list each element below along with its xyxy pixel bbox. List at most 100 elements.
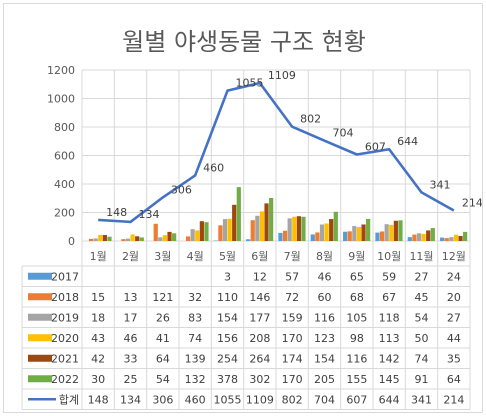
table-cell: 27 — [447, 311, 461, 324]
table-cell: 13 — [124, 291, 138, 304]
bar-2019-9월 — [352, 226, 357, 241]
bar-2021-2월 — [135, 236, 140, 241]
bar-2019-5월 — [222, 219, 228, 241]
table-cell: 3 — [224, 270, 231, 283]
table-cell: 607 — [346, 393, 367, 406]
table-cell: 60 — [318, 291, 332, 304]
x-tick-label: 12월 — [442, 250, 466, 263]
table-cell: 98 — [350, 332, 364, 345]
total-data-label: 148 — [106, 206, 127, 219]
x-tick-label: 10월 — [377, 250, 401, 263]
y-tick-label: 400 — [54, 178, 75, 191]
x-axis: 1월 2월 3월 4월 5월 6월 7월 8월 9월 10월 11월 12월 — [90, 250, 466, 263]
table-cell: 65 — [350, 270, 364, 283]
bar-2018-3월 — [153, 223, 158, 241]
legend-key-2019 — [28, 313, 52, 321]
table-cell: 154 — [217, 311, 238, 324]
chart-title: 월별 야생동물 구조 현황 — [122, 28, 366, 56]
legend-entry: 2020 — [51, 332, 79, 345]
legend-key-2021 — [28, 354, 52, 362]
bar-2018-4월 — [185, 236, 191, 241]
bar-2018-1월 — [88, 238, 94, 241]
legend-entry: 합계 — [59, 393, 79, 406]
table-cell: 145 — [379, 373, 400, 386]
table-cell: 460 — [185, 393, 206, 406]
table-cell: 15 — [91, 291, 105, 304]
bar-2020-4월 — [195, 230, 200, 241]
x-tick-label: 2월 — [122, 250, 139, 263]
bar-2019-6월 — [255, 215, 260, 241]
table-cell: 802 — [282, 393, 303, 406]
gridlines — [81, 69, 471, 410]
y-tick-label: 200 — [54, 207, 75, 220]
total-data-label: 341 — [430, 178, 451, 191]
bar-2022-12월 — [463, 231, 468, 241]
table-cell: 139 — [185, 352, 206, 365]
table-cell: 41 — [156, 332, 170, 345]
table-cell: 142 — [379, 352, 400, 365]
table-cell: 18 — [91, 311, 105, 324]
table-cell: 302 — [249, 373, 270, 386]
table-cell: 113 — [379, 332, 400, 345]
bar-2019-1월 — [93, 238, 98, 241]
table-cell: 74 — [415, 352, 429, 365]
bar-2019-7월 — [287, 218, 292, 241]
bar-2017-7월 — [278, 232, 283, 241]
table-cell: 174 — [282, 352, 303, 365]
table-cell: 116 — [346, 352, 367, 365]
bar-2020-10월 — [389, 224, 394, 241]
table-cell: 42 — [91, 352, 105, 365]
bar-2022-1월 — [107, 236, 112, 241]
table-cell: 35 — [447, 352, 461, 365]
x-tick-label: 7월 — [284, 250, 301, 263]
table-cell: 27 — [415, 270, 429, 283]
bar-2019-4월 — [190, 229, 195, 241]
table-cell: 68 — [350, 291, 364, 304]
bar-2020-5월 — [227, 218, 232, 241]
table-cell: 704 — [314, 393, 335, 406]
total-data-label: 704 — [333, 127, 354, 140]
table-cell: 44 — [447, 332, 461, 345]
bar-2019-3월 — [158, 237, 163, 241]
table-cell: 208 — [249, 332, 270, 345]
table-cell: 110 — [217, 291, 238, 304]
table-cell: 159 — [282, 311, 303, 324]
bar-2018-6월 — [250, 220, 255, 241]
legend-entry: 2022 — [51, 373, 79, 386]
bar-2019-10월 — [384, 224, 389, 241]
table-cell: 26 — [156, 311, 170, 324]
legend-key-2020 — [28, 334, 52, 342]
table-cell: 32 — [188, 291, 202, 304]
table-cell: 306 — [152, 393, 173, 406]
bar-2019-12월 — [449, 237, 454, 241]
bar-2021-12월 — [458, 236, 463, 241]
table-cell: 74 — [188, 332, 202, 345]
total-data-label: 607 — [365, 141, 386, 154]
chart-frame: 월별 야생동물 구조 현황 0 200 400 600 800 1000 1200 148 1… — [3, 3, 483, 413]
y-tick-label: 800 — [54, 121, 75, 134]
x-tick-label: 5월 — [219, 250, 236, 263]
table-cell: 17 — [124, 311, 138, 324]
legend-entry: 2021 — [51, 352, 79, 365]
total-data-label: 1109 — [268, 69, 296, 82]
legend-key-2022 — [28, 375, 52, 383]
bar-2021-6월 — [264, 203, 269, 241]
table-cell: 118 — [379, 311, 400, 324]
bar-2022-6월 — [269, 197, 274, 241]
bar-2019-8월 — [319, 224, 325, 241]
table-cell: 24 — [447, 270, 461, 283]
y-axis: 0 200 400 600 800 1000 1200 — [47, 64, 75, 248]
table-cell: 54 — [415, 311, 429, 324]
legend-entry: 2018 — [51, 291, 79, 304]
table-cell: 156 — [217, 332, 238, 345]
table-cell: 46 — [318, 270, 332, 283]
bar-2017-6월 — [246, 239, 251, 241]
bar-2021-7월 — [296, 216, 301, 241]
table-cell: 132 — [185, 373, 206, 386]
bar-2020-8월 — [324, 223, 329, 241]
table-cell: 116 — [314, 311, 335, 324]
table-cell: 121 — [152, 291, 173, 304]
x-tick-label: 1월 — [90, 250, 107, 263]
bar-2017-8월 — [310, 234, 315, 241]
bar-2021-3월 — [167, 231, 172, 241]
